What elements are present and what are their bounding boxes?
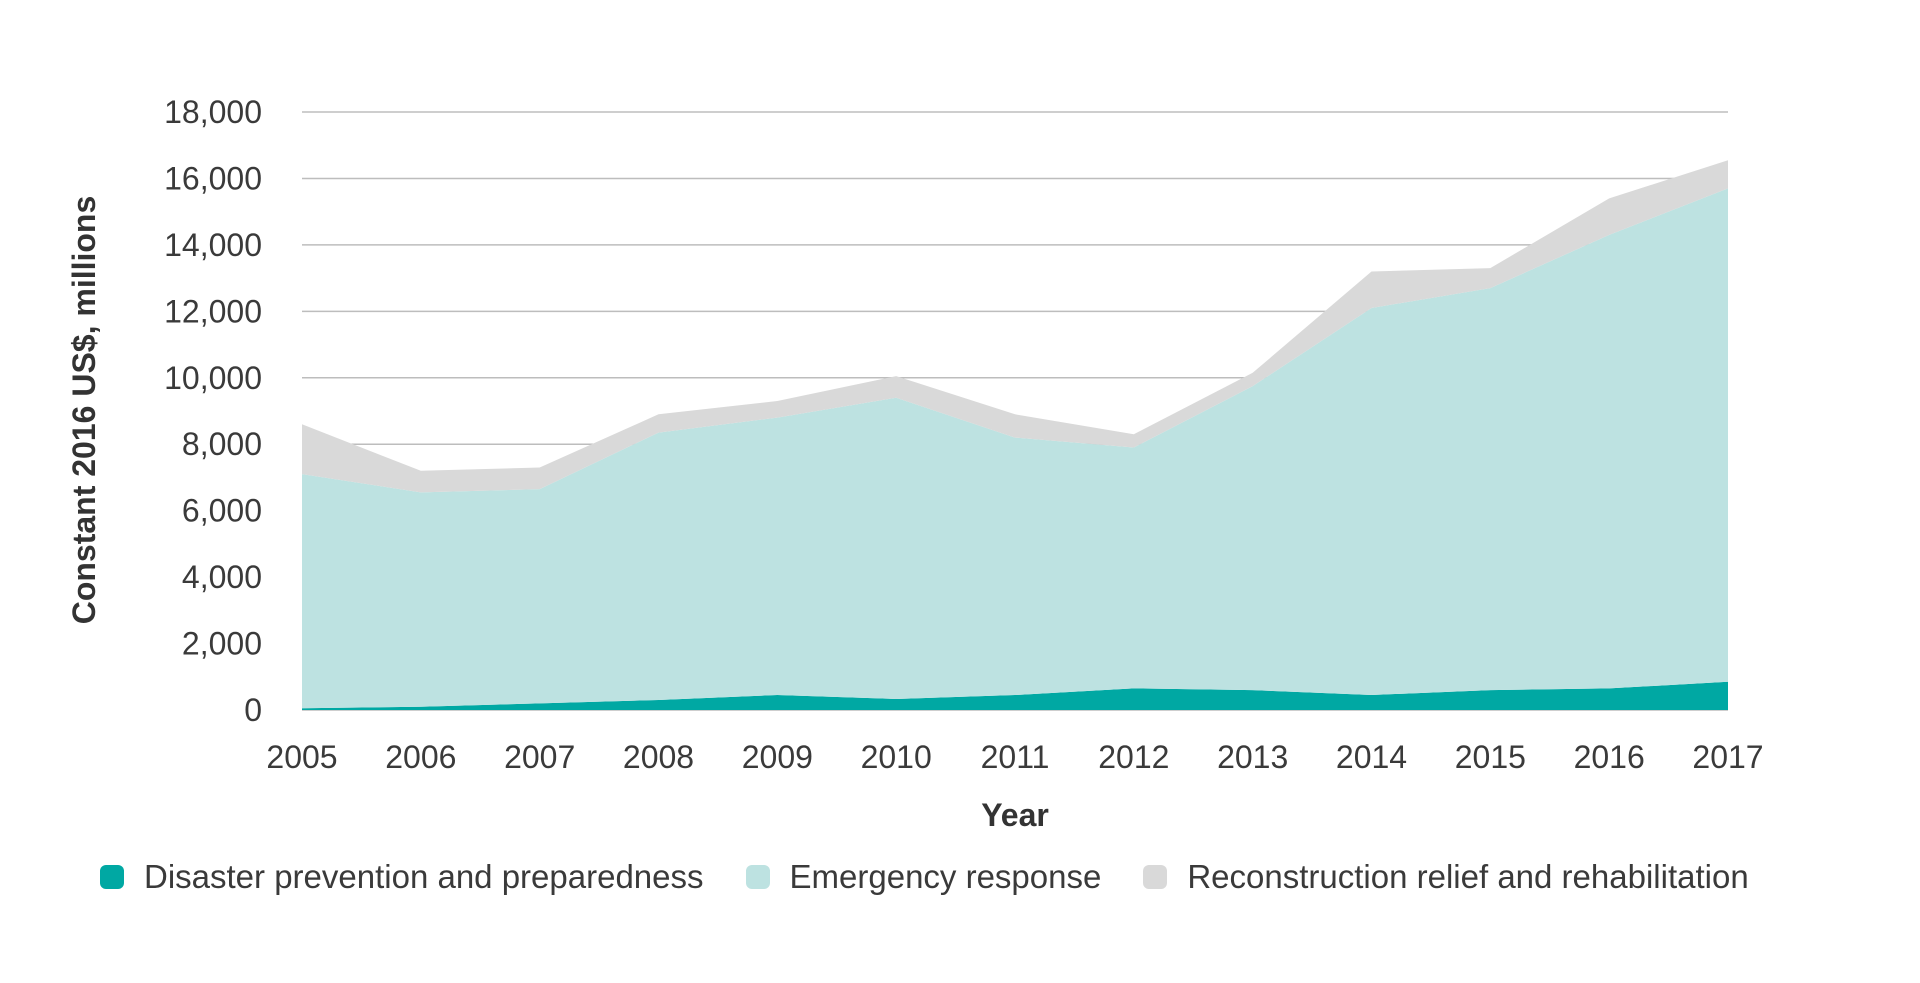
y-tick-label: 18,000 — [164, 94, 262, 130]
x-tick-label: 2005 — [266, 739, 337, 775]
legend-item-emergency-response: Emergency response — [745, 858, 1102, 896]
x-tick-label: 2013 — [1217, 739, 1288, 775]
legend-item-reconstruction: Reconstruction relief and rehabilitation — [1143, 858, 1749, 896]
area-series — [302, 160, 1728, 710]
y-tick-label: 8,000 — [182, 426, 262, 462]
legend-swatch-reconstruction — [1143, 865, 1168, 889]
area-series-0 — [302, 681, 1728, 710]
x-axis-ticks: 2005 2006 2007 2008 2009 2010 2011 2012 2013 2014… — [266, 739, 1763, 775]
x-tick-label: 2010 — [861, 739, 932, 775]
x-tick-label: 2017 — [1692, 739, 1763, 775]
y-tick-label: 14,000 — [164, 227, 262, 263]
y-tick-label: 12,000 — [164, 293, 262, 329]
y-tick-label: 2,000 — [182, 626, 262, 662]
area-series-1 — [302, 188, 1728, 709]
legend-label-disaster-prevention: Disaster prevention and preparedness — [144, 858, 704, 895]
x-tick-label: 2016 — [1574, 739, 1645, 775]
area-series-2 — [302, 160, 1728, 493]
x-tick-label: 2008 — [623, 739, 694, 775]
y-axis-ticks: 0 2,000 4,000 6,000 8,000 10,000 12,000 14,000 1… — [164, 94, 262, 728]
y-tick-label: 0 — [244, 692, 262, 728]
x-tick-label: 2007 — [504, 739, 575, 775]
legend-item-disaster-prevention: Disaster prevention and preparedness — [100, 858, 704, 896]
x-tick-label: 2012 — [1098, 739, 1169, 775]
y-tick-label: 16,000 — [164, 160, 262, 196]
x-axis-title: Year — [981, 797, 1049, 833]
y-axis-title: Constant 2016 US$, millions — [66, 196, 102, 625]
legend: Disaster prevention and preparedness Eme… — [100, 858, 1791, 896]
x-tick-label: 2014 — [1336, 739, 1407, 775]
y-tick-label: 6,000 — [182, 493, 262, 529]
x-tick-label: 2015 — [1455, 739, 1526, 775]
legend-label-emergency-response: Emergency response — [789, 858, 1102, 895]
x-tick-label: 2009 — [742, 739, 813, 775]
x-tick-label: 2011 — [981, 739, 1050, 775]
legend-swatch-emergency-response — [745, 865, 770, 889]
y-tick-label: 4,000 — [182, 559, 262, 595]
y-tick-label: 10,000 — [164, 360, 262, 396]
legend-swatch-disaster-prevention — [100, 865, 124, 889]
x-tick-label: 2006 — [385, 739, 456, 775]
legend-label-reconstruction: Reconstruction relief and rehabilitation — [1187, 858, 1749, 895]
